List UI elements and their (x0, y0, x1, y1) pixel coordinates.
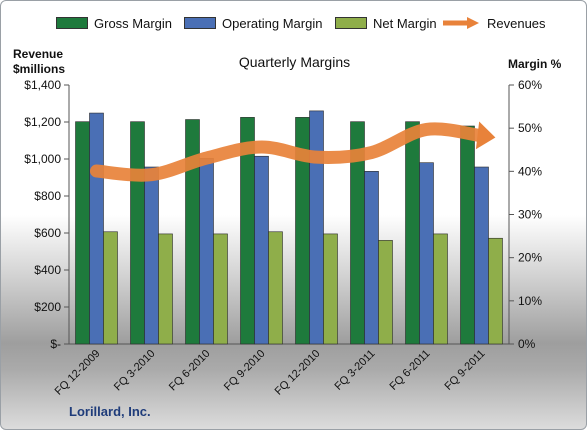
right-tick-label: 10% (518, 294, 542, 308)
legend-item-net-margin: Net Margin (335, 13, 437, 33)
bar-highlight-operating-margin (91, 114, 99, 343)
bar-highlight-net-margin (215, 234, 223, 343)
x-tick-label: FQ 3-2010 (112, 348, 158, 394)
bar-highlight-gross-margin (407, 122, 415, 343)
bar-highlight-operating-margin (421, 163, 429, 343)
bar-highlight-net-margin (490, 239, 498, 343)
bar-highlight-operating-margin (256, 157, 264, 343)
left-tick-label: $1,400 (24, 78, 61, 92)
x-tick-label: FQ 12-2009 (53, 348, 103, 398)
x-tick-label: FQ 9-2011 (443, 348, 488, 393)
legend-label-gross-margin: Gross Margin (94, 15, 173, 31)
bar-highlight-gross-margin (242, 118, 250, 343)
legend-swatch-gross-margin (56, 17, 88, 29)
bar-highlight-net-margin (160, 234, 168, 343)
left-tick-label: $600 (34, 226, 61, 240)
left-tick-label: $400 (34, 263, 61, 277)
left-tick-label: $1,200 (24, 115, 61, 129)
revenue-arrowhead (475, 121, 496, 150)
revenue-line (90, 122, 488, 182)
bar-highlight-operating-margin (201, 159, 209, 343)
bar-highlight-operating-margin (146, 168, 154, 343)
x-tick-label: FQ 6-2010 (167, 348, 213, 394)
bar-highlight-operating-margin (311, 111, 319, 344)
right-tick-label: 30% (518, 208, 542, 222)
bar-highlight-gross-margin (77, 122, 85, 343)
bar-highlight-gross-margin (462, 127, 470, 343)
left-tick-label: $800 (34, 189, 61, 203)
bar-highlight-gross-margin (352, 122, 360, 343)
company-name: Lorillard, Inc. (69, 404, 151, 419)
legend-item-revenues: Revenues (441, 13, 546, 33)
right-tick-label: 40% (518, 164, 542, 178)
x-tick-label: FQ 9-2010 (222, 348, 268, 394)
bar-highlight-net-margin (270, 232, 278, 343)
bar-highlight-net-margin (325, 234, 333, 343)
right-tick-label: 0% (518, 337, 536, 351)
bar-highlight-gross-margin (297, 118, 305, 343)
left-axis-title-line1: Revenue (13, 47, 64, 61)
chart-title: Quarterly Margins (238, 54, 351, 70)
right-tick-label: 60% (518, 78, 542, 92)
left-tick-label: $- (50, 337, 61, 351)
x-tick-label: FQ 3-2011 (333, 348, 378, 393)
legend-item-gross-margin: Gross Margin (56, 13, 172, 33)
right-tick-label: 50% (518, 121, 542, 135)
right-axis-title: Margin % (508, 57, 562, 71)
bar-highlight-operating-margin (476, 168, 484, 343)
left-tick-label: $200 (34, 300, 61, 314)
bar-highlight-net-margin (380, 241, 388, 343)
left-axis-title-line2: $millions (13, 62, 66, 76)
left-tick-label: $1,000 (24, 152, 61, 166)
legend-label-operating-margin: Operating Margin (222, 15, 323, 31)
bar-highlight-gross-margin (132, 122, 140, 343)
bar-highlight-operating-margin (366, 172, 374, 343)
bar-highlight-net-margin (105, 232, 113, 343)
legend-label-net-margin: Net Margin (373, 15, 437, 31)
legend-swatch-operating-margin (184, 17, 216, 29)
legend-label-revenues: Revenues (487, 15, 546, 31)
right-tick-label: 20% (518, 251, 542, 265)
legend: Gross Margin Operating Margin Net Margin… (1, 13, 586, 33)
x-tick-label: FQ 6-2011 (388, 348, 433, 393)
left-axis-title: Revenue $millions (13, 47, 65, 77)
x-tick-label: FQ 12-2010 (273, 348, 323, 398)
bar-highlight-gross-margin (187, 120, 195, 344)
legend-item-operating-margin: Operating Margin (184, 13, 322, 33)
legend-arrow-icon (443, 17, 479, 29)
bar-highlight-net-margin (435, 234, 443, 343)
legend-swatch-net-margin (335, 17, 367, 29)
